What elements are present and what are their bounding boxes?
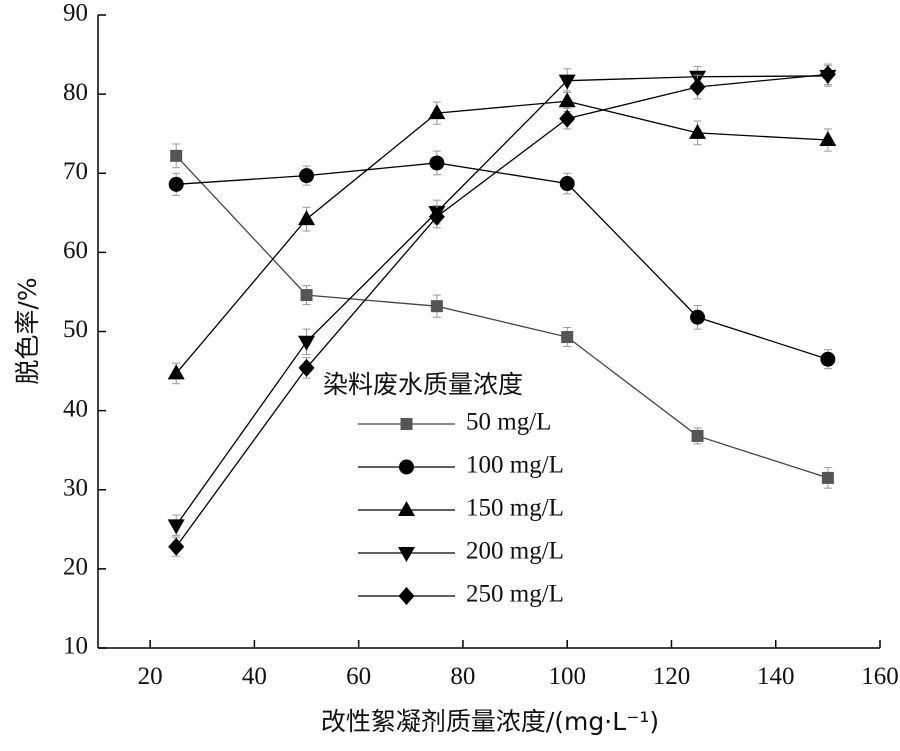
x-tick-label: 100 xyxy=(548,663,586,690)
data-series xyxy=(167,63,837,557)
data-point xyxy=(298,210,316,226)
data-point xyxy=(428,207,445,226)
data-point xyxy=(689,78,706,97)
series-50-mg-l xyxy=(170,143,834,489)
data-point xyxy=(168,537,185,556)
y-tick-label: 60 xyxy=(63,237,88,264)
y-tick-label: 20 xyxy=(63,554,88,581)
x-tick-label: 80 xyxy=(450,663,475,690)
data-point xyxy=(300,289,313,302)
legend-marker xyxy=(398,587,415,605)
legend-item: 50 mg/L xyxy=(358,409,551,436)
data-point xyxy=(428,104,446,120)
y-tick-label: 40 xyxy=(63,395,88,422)
data-point xyxy=(559,176,575,192)
y-tick-label: 70 xyxy=(63,158,88,185)
y-tick-label: 90 xyxy=(63,0,88,27)
x-tick-label: 140 xyxy=(757,663,795,690)
series-250-mg-l xyxy=(168,63,836,557)
series-150-mg-l xyxy=(167,90,837,385)
legend: 染料废水质量浓度 50 mg/L 100 mg/L 150 mg/L 200 mg/L… xyxy=(323,370,564,608)
legend-item: 250 mg/L xyxy=(358,581,564,608)
series-line xyxy=(175,75,828,526)
x-tick-label: 40 xyxy=(242,663,267,690)
series-line xyxy=(175,155,829,479)
data-point xyxy=(558,74,576,90)
data-point xyxy=(430,300,443,313)
data-point xyxy=(558,92,576,108)
data-point xyxy=(559,109,576,128)
legend-label: 50 mg/L xyxy=(466,409,551,436)
legend-items: 50 mg/L 100 mg/L 150 mg/L 200 mg/L 250 mg/L xyxy=(358,409,564,608)
legend-label: 200 mg/L xyxy=(466,538,564,565)
data-point xyxy=(167,519,185,535)
data-point xyxy=(298,358,315,377)
data-point xyxy=(168,176,184,192)
data-point xyxy=(561,331,574,344)
series-100-mg-l xyxy=(168,150,836,370)
legend-label: 150 mg/L xyxy=(466,495,564,522)
data-point xyxy=(689,123,707,139)
data-point xyxy=(819,65,836,84)
legend-item: 200 mg/L xyxy=(358,538,564,565)
legend-marker xyxy=(400,418,413,430)
series-line xyxy=(175,100,828,374)
y-axis-title: 脱色率/% xyxy=(13,277,42,384)
legend-marker xyxy=(398,501,415,516)
y-tick-label: 80 xyxy=(63,79,88,106)
series-line xyxy=(176,162,829,360)
legend-marker xyxy=(398,547,415,562)
legend-label: 250 mg/L xyxy=(466,581,564,608)
series-line xyxy=(175,73,828,548)
y-tick-label: 50 xyxy=(63,316,88,343)
x-tick-label: 20 xyxy=(138,663,163,690)
data-point xyxy=(170,149,183,162)
data-point xyxy=(821,471,834,484)
data-point xyxy=(299,168,315,184)
axis-ticks: 10 20 30 40 50 60 70 80 90 20 40 60 80 100 120 140 160 xyxy=(63,0,899,690)
x-axis-title: 改性絮凝剂质量浓度/(mg·L⁻¹) xyxy=(321,707,659,736)
data-point xyxy=(298,335,316,351)
y-tick-label: 10 xyxy=(63,633,88,660)
data-point xyxy=(691,429,704,442)
data-point xyxy=(690,309,706,325)
legend-item: 100 mg/L xyxy=(358,452,564,479)
y-tick-label: 30 xyxy=(63,474,88,501)
legend-item: 150 mg/L xyxy=(358,495,564,522)
data-point xyxy=(167,364,185,380)
x-tick-label: 120 xyxy=(653,663,691,690)
x-tick-label: 160 xyxy=(861,663,899,690)
data-point xyxy=(820,351,836,367)
data-point xyxy=(819,131,837,147)
legend-marker xyxy=(399,459,414,475)
data-point xyxy=(429,155,445,171)
legend-title: 染料废水质量浓度 xyxy=(323,370,523,399)
x-tick-label: 60 xyxy=(346,663,371,690)
legend-label: 100 mg/L xyxy=(466,452,564,479)
